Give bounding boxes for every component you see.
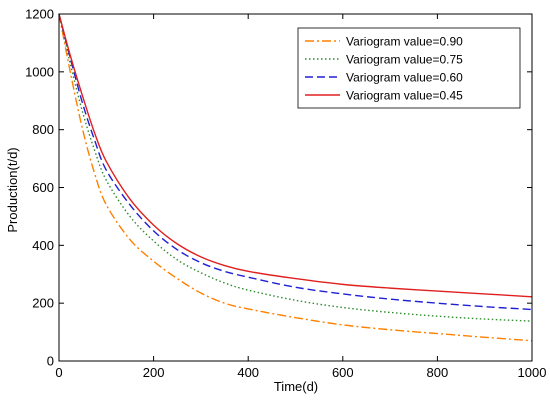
x-tick-label: 400 (237, 365, 259, 380)
y-tick-label: 800 (32, 122, 54, 137)
legend-label-2: Variogram value=0.75 (346, 53, 463, 67)
x-tick-label: 1000 (518, 365, 547, 380)
legend-label-3: Variogram value=0.60 (346, 71, 463, 85)
y-axis-label: Production(t/d) (5, 147, 20, 232)
y-tick-label: 200 (32, 296, 54, 311)
legend-label-4: Variogram value=0.45 (346, 89, 463, 103)
y-tick-label: 1000 (25, 64, 54, 79)
x-tick-label: 200 (143, 365, 165, 380)
x-tick-label: 600 (332, 365, 354, 380)
x-tick-label: 800 (427, 365, 449, 380)
y-tick-label: 400 (32, 238, 54, 253)
series-line-4 (58, 13, 533, 298)
legend: Variogram value=0.90 Variogram value=0.75… (297, 27, 521, 109)
x-tick-label: 0 (55, 365, 62, 380)
series-line-3 (58, 13, 533, 311)
series-line-1 (58, 13, 533, 342)
y-tick-label: 0 (47, 354, 54, 369)
y-tick-label: 1200 (25, 7, 54, 22)
x-axis-label: Time(d) (274, 379, 318, 394)
legend-label-1: Variogram value=0.90 (346, 35, 463, 49)
y-tick-label: 600 (32, 180, 54, 195)
